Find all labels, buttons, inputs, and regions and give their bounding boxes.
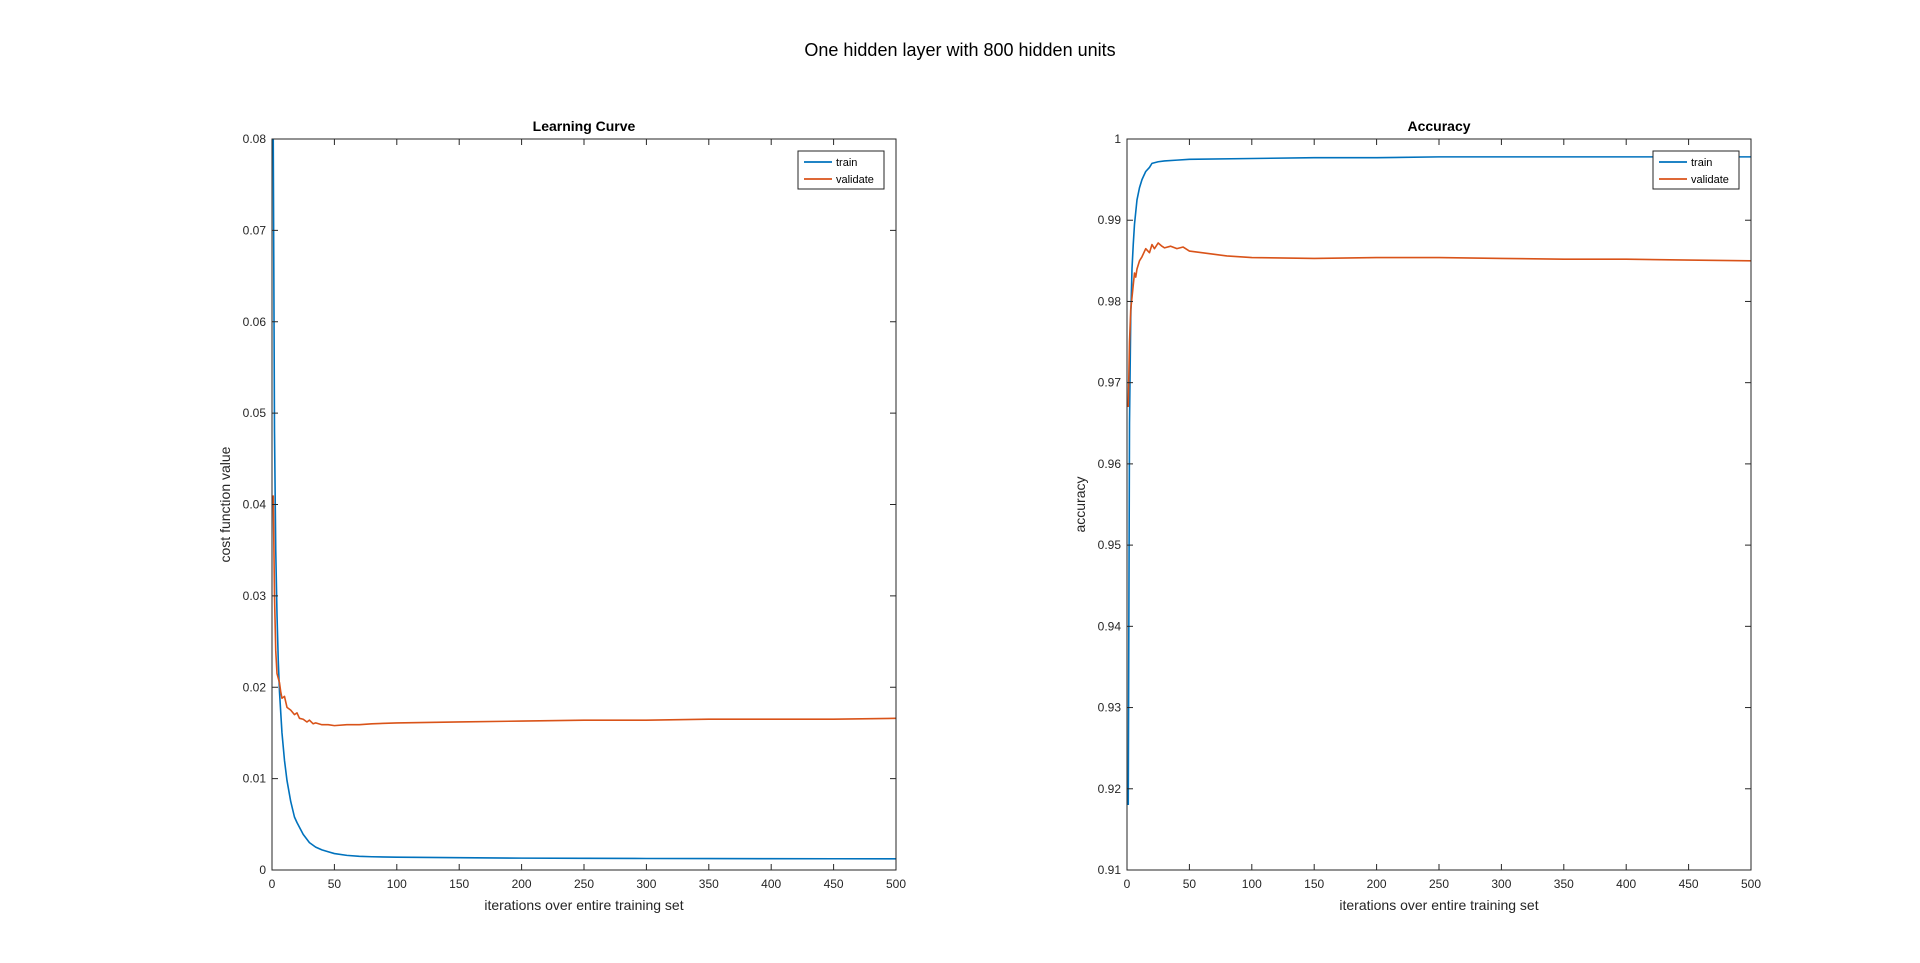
learning-curve-plot-area	[272, 139, 896, 870]
accuracy-xtick-label: 0	[1124, 877, 1131, 891]
learning-curve-ytick-label: 0.06	[243, 315, 267, 329]
accuracy-ytick-label: 0.99	[1098, 213, 1122, 227]
accuracy-plot-area	[1127, 139, 1751, 870]
accuracy-axes: 0 50 100 150 200 250 300 350 400 450 500 0.91 0.92 0.…	[1072, 118, 1761, 913]
learning-curve-xtick-label: 50	[328, 877, 342, 891]
accuracy-xtick-label: 400	[1616, 877, 1636, 891]
learning-curve-xtick-label: 500	[886, 877, 906, 891]
learning-curve-legend: train validate	[797, 150, 885, 190]
learning-curve-ylabel: cost function value	[217, 446, 233, 562]
learning-curve-xlabel: iterations over entire training set	[484, 897, 683, 913]
learning-curve-xtick-label: 150	[449, 877, 469, 891]
accuracy-xtick-label: 100	[1242, 877, 1262, 891]
learning-curve-series-validate-line	[272, 495, 897, 727]
accuracy-ytick-label: 0.95	[1098, 538, 1122, 552]
learning-curve-ytick-label: 0.08	[243, 132, 267, 146]
accuracy-ytick-label: 0.91	[1098, 863, 1122, 877]
accuracy-ylabel: accuracy	[1072, 476, 1088, 532]
learning-curve-xtick-label: 200	[512, 877, 532, 891]
accuracy-xtick-label: 300	[1491, 877, 1511, 891]
accuracy-xtick-label: 350	[1554, 877, 1574, 891]
accuracy-series-validate-line	[1127, 242, 1752, 408]
learning-curve-xtick-label: 400	[761, 877, 781, 891]
accuracy-xtick-label: 150	[1304, 877, 1324, 891]
accuracy-xtick-label: 200	[1367, 877, 1387, 891]
accuracy-ytick-label: 0.93	[1098, 701, 1122, 715]
accuracy-series-train-line	[1127, 156, 1751, 806]
accuracy-xtick-label: 50	[1183, 877, 1197, 891]
learning-curve-xtick-label: 300	[636, 877, 656, 891]
accuracy-legend-box	[1652, 150, 1740, 190]
accuracy-xtick-label: 500	[1741, 877, 1761, 891]
learning-curve-legend-label-validate: validate	[836, 174, 874, 186]
learning-curve-legend-label-train: train	[836, 157, 857, 169]
accuracy-xtick-label: 250	[1429, 877, 1449, 891]
learning-curve-xtick-label: 250	[574, 877, 594, 891]
learning-curve-ytick-label: 0.02	[243, 680, 267, 694]
figure-suptitle: One hidden layer with 800 hidden units	[804, 40, 1115, 60]
learning-curve-ytick-label: 0.05	[243, 406, 267, 420]
learning-curve-ytick-label: 0.01	[243, 772, 267, 786]
accuracy-legend-label-validate: validate	[1691, 174, 1729, 186]
accuracy-xlabel: iterations over entire training set	[1339, 897, 1538, 913]
learning-curve-xtick-label: 0	[269, 877, 276, 891]
learning-curve-title: Learning Curve	[533, 118, 636, 134]
accuracy-ytick-label: 0.96	[1098, 457, 1122, 471]
learning-curve-ytick-label: 0.04	[243, 498, 267, 512]
learning-curve-axes: 0 50 100 150 200 250 300 350 400 450 500 0 0.01 0.02 0…	[217, 118, 906, 913]
accuracy-ytick-label: 1	[1114, 132, 1121, 146]
accuracy-title: Accuracy	[1407, 118, 1470, 134]
accuracy-xtick-label: 450	[1679, 877, 1699, 891]
accuracy-legend-label-train: train	[1691, 157, 1712, 169]
learning-curve-ytick-label: 0.03	[243, 589, 267, 603]
learning-curve-ytick-label: 0.07	[243, 223, 267, 237]
learning-curve-xtick-label: 350	[699, 877, 719, 891]
accuracy-ytick-label: 0.92	[1098, 782, 1122, 796]
learning-curve-legend-box	[797, 150, 885, 190]
learning-curve-ytick-label: 0	[259, 863, 266, 877]
accuracy-ytick-label: 0.94	[1098, 619, 1122, 633]
accuracy-ytick-label: 0.98	[1098, 294, 1122, 308]
learning-curve-xtick-label: 450	[824, 877, 844, 891]
accuracy-ytick-label: 0.97	[1098, 376, 1122, 390]
learning-curve-xtick-label: 100	[387, 877, 407, 891]
accuracy-legend: train validate	[1652, 150, 1740, 190]
